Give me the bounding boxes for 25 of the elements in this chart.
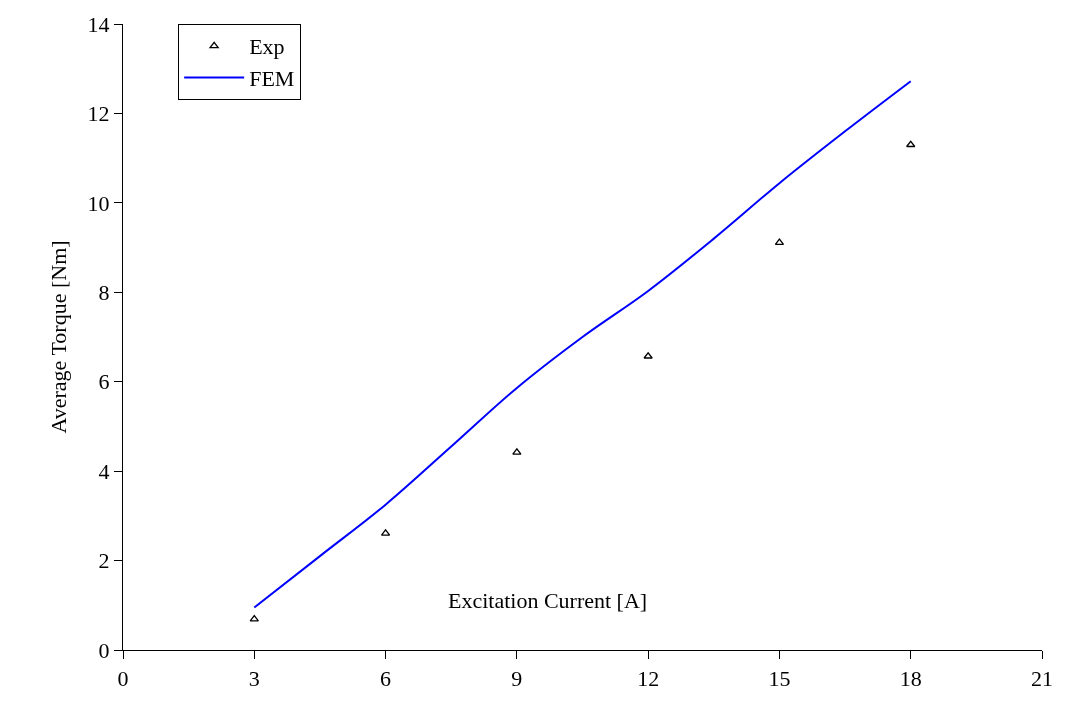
point [643, 352, 653, 359]
legend-label: FEM [249, 65, 295, 91]
x-tick-label: 0 [117, 665, 129, 691]
point [249, 615, 259, 622]
point [906, 140, 916, 148]
point [774, 238, 785, 246]
y-axis-title: Average Torque [Nm] [46, 240, 72, 434]
x-tick-label: 21 [1031, 665, 1053, 691]
y-tick-label: 12 [87, 101, 110, 127]
x-tick-label: 9 [511, 665, 523, 691]
legend-label: Exp [249, 34, 285, 60]
x-tick-label: 18 [899, 665, 922, 691]
y-tick-label: 2 [98, 548, 110, 574]
y-tick-label: 6 [98, 369, 110, 395]
x-tick-label: 15 [768, 665, 791, 691]
x-tick-label: 3 [248, 665, 260, 691]
x-tick-label: 6 [380, 665, 392, 691]
point [512, 448, 522, 455]
y-tick-label: 8 [98, 279, 110, 305]
x-tick-label: 12 [637, 665, 660, 691]
y-tick-label: 14 [87, 11, 110, 37]
y-tick-label: 0 [98, 637, 110, 663]
y-tick-label: 4 [98, 458, 110, 484]
y-tick-label: 10 [87, 190, 110, 216]
x-axis-title: Excitation Current [A] [448, 588, 648, 613]
